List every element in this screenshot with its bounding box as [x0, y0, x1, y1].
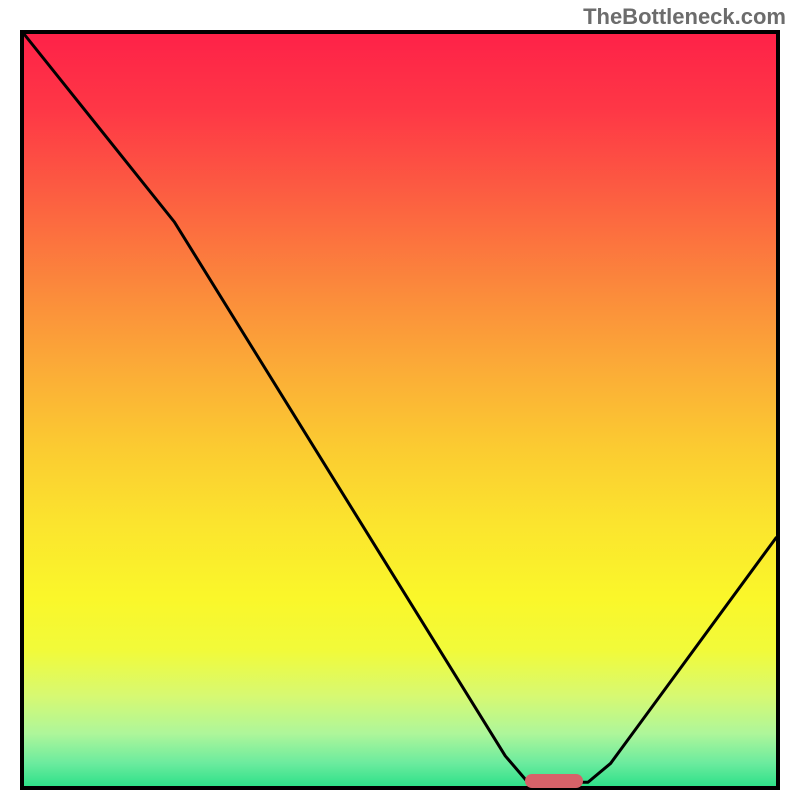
chart-container: TheBottleneck.com [0, 0, 800, 800]
curve-line [24, 34, 776, 786]
watermark-text: TheBottleneck.com [583, 4, 786, 30]
plot-area [20, 30, 780, 790]
curve-polyline [24, 34, 776, 782]
optimum-marker [525, 774, 583, 788]
